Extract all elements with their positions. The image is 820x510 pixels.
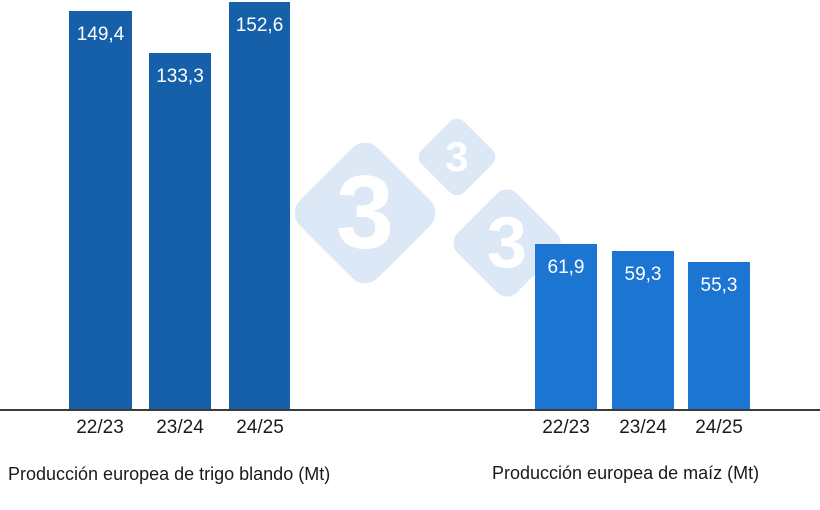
x-tick-label-maiz-24-25: 24/25 xyxy=(695,417,743,438)
watermark-diamond-small: 3 xyxy=(414,114,500,200)
x-tick-label-maiz-23-24: 23/24 xyxy=(619,417,667,438)
x-tick-label-maiz-22-23: 22/23 xyxy=(542,417,590,438)
bar-trigo-23-24: 133,3 xyxy=(149,53,211,409)
bar-value-label: 59,3 xyxy=(624,264,662,285)
bar-value-label: 61,9 xyxy=(547,257,585,278)
chart-title-trigo-blando: Producción europea de trigo blando (Mt) xyxy=(8,464,331,484)
bar-trigo-24-25: 152,6 xyxy=(229,2,290,409)
watermark-digit: 3 xyxy=(336,155,394,271)
bar-value-label: 55,3 xyxy=(700,275,738,296)
watermark-digit: 3 xyxy=(486,202,528,283)
bar-value-label: 149,4 xyxy=(76,24,125,45)
bar-maiz-24-25: 55,3 xyxy=(688,262,750,409)
bar-value-label: 133,3 xyxy=(156,66,204,87)
x-tick-label-trigo-22-23: 22/23 xyxy=(76,417,124,438)
x-tick-label-trigo-23-24: 23/24 xyxy=(156,417,204,438)
bar-maiz-23-24: 59,3 xyxy=(612,251,674,409)
bar-maiz-22-23: 61,9 xyxy=(535,244,597,409)
x-tick-label-trigo-24-25: 24/25 xyxy=(236,417,284,438)
x-axis-line xyxy=(0,409,820,411)
chart-title-maiz: Producción europea de maíz (Mt) xyxy=(492,463,760,483)
bar-value-label: 152,6 xyxy=(235,15,284,36)
watermark-digit: 3 xyxy=(445,132,469,180)
bar-trigo-22-23: 149,4 xyxy=(69,11,132,409)
